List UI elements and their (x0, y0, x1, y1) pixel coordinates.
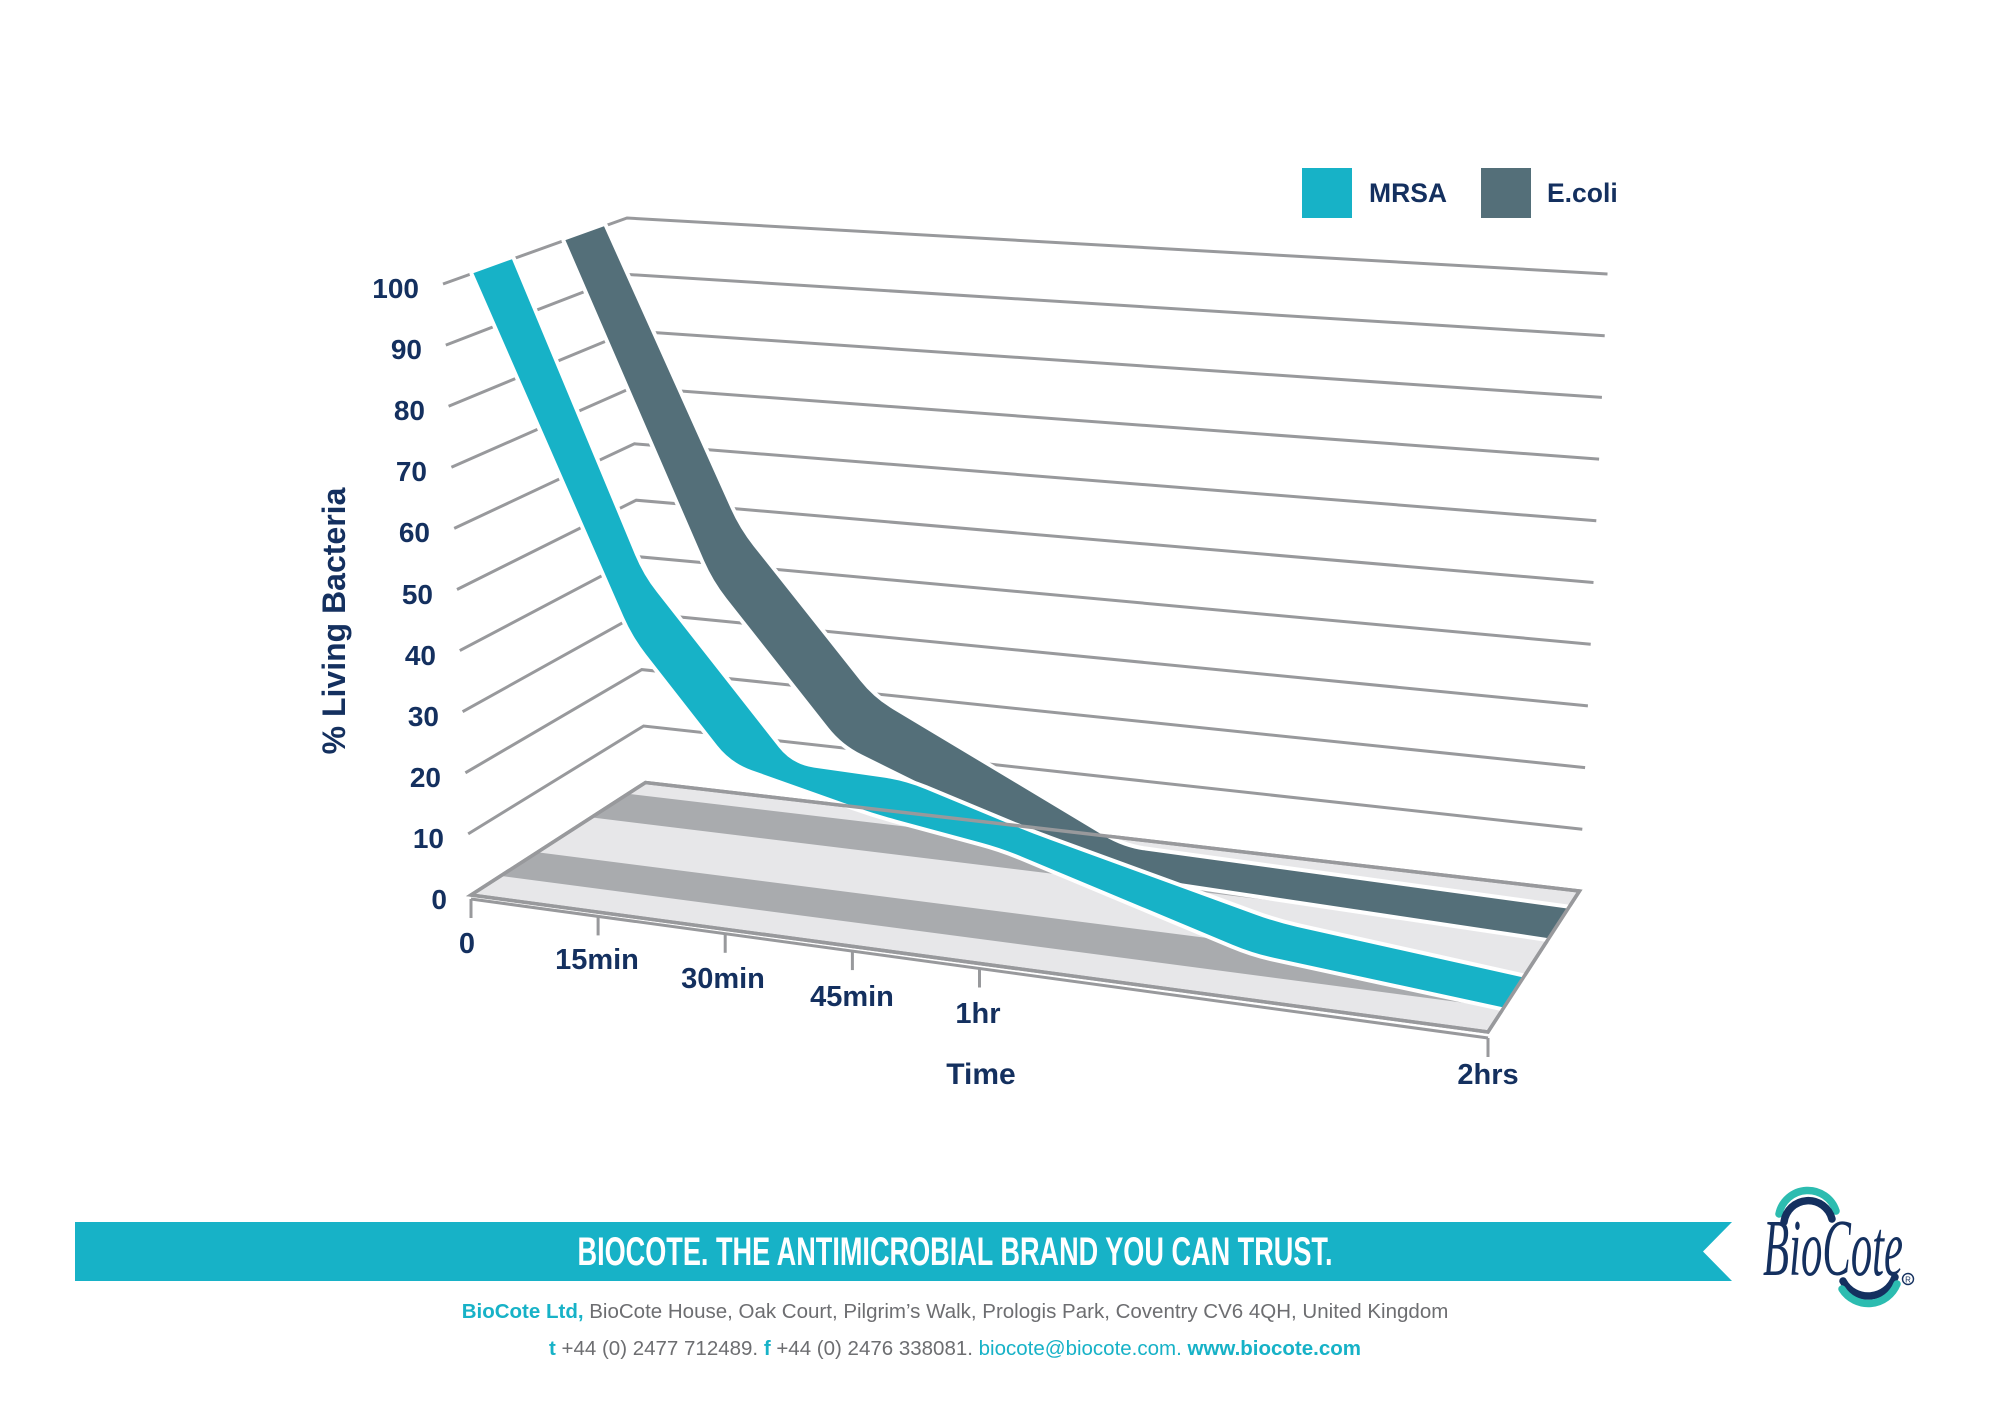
svg-text:100: 100 (372, 273, 419, 304)
svg-text:BIOCOTE. THE ANTIMICROBIAL BRA: BIOCOTE. THE ANTIMICROBIAL BRAND YOU CAN… (578, 1230, 1333, 1274)
svg-text:30: 30 (408, 701, 439, 732)
svg-text:40: 40 (405, 640, 436, 671)
svg-text:R: R (1905, 1276, 1911, 1285)
svg-text:50: 50 (402, 579, 433, 610)
svg-text:60: 60 (399, 517, 430, 548)
svg-text:90: 90 (391, 334, 422, 365)
svg-text:MRSA: MRSA (1369, 178, 1447, 208)
svg-text:10: 10 (413, 823, 444, 854)
svg-text:BioCote Ltd, BioCote House, Oa: BioCote Ltd, BioCote House, Oak Court, P… (462, 1300, 1449, 1323)
svg-text:% Living Bacteria: % Living Bacteria (316, 487, 352, 754)
svg-text:30min: 30min (681, 963, 765, 995)
svg-text:15min: 15min (555, 944, 639, 976)
svg-text:70: 70 (396, 456, 427, 487)
svg-text:E.coli: E.coli (1547, 178, 1618, 208)
svg-text:20: 20 (410, 762, 441, 793)
svg-text:2hrs: 2hrs (1457, 1059, 1518, 1091)
svg-text:BioCote: BioCote (1763, 1205, 1903, 1293)
svg-text:Time: Time (946, 1058, 1015, 1091)
svg-text:45min: 45min (810, 981, 894, 1013)
svg-text:0: 0 (459, 928, 475, 960)
svg-text:80: 80 (394, 395, 425, 426)
svg-text:1hr: 1hr (955, 998, 1000, 1030)
svg-text:t +44 (0) 2477 712489. f +44 (: t +44 (0) 2477 712489. f +44 (0) 2476 33… (549, 1337, 1361, 1360)
svg-text:0: 0 (431, 884, 447, 915)
